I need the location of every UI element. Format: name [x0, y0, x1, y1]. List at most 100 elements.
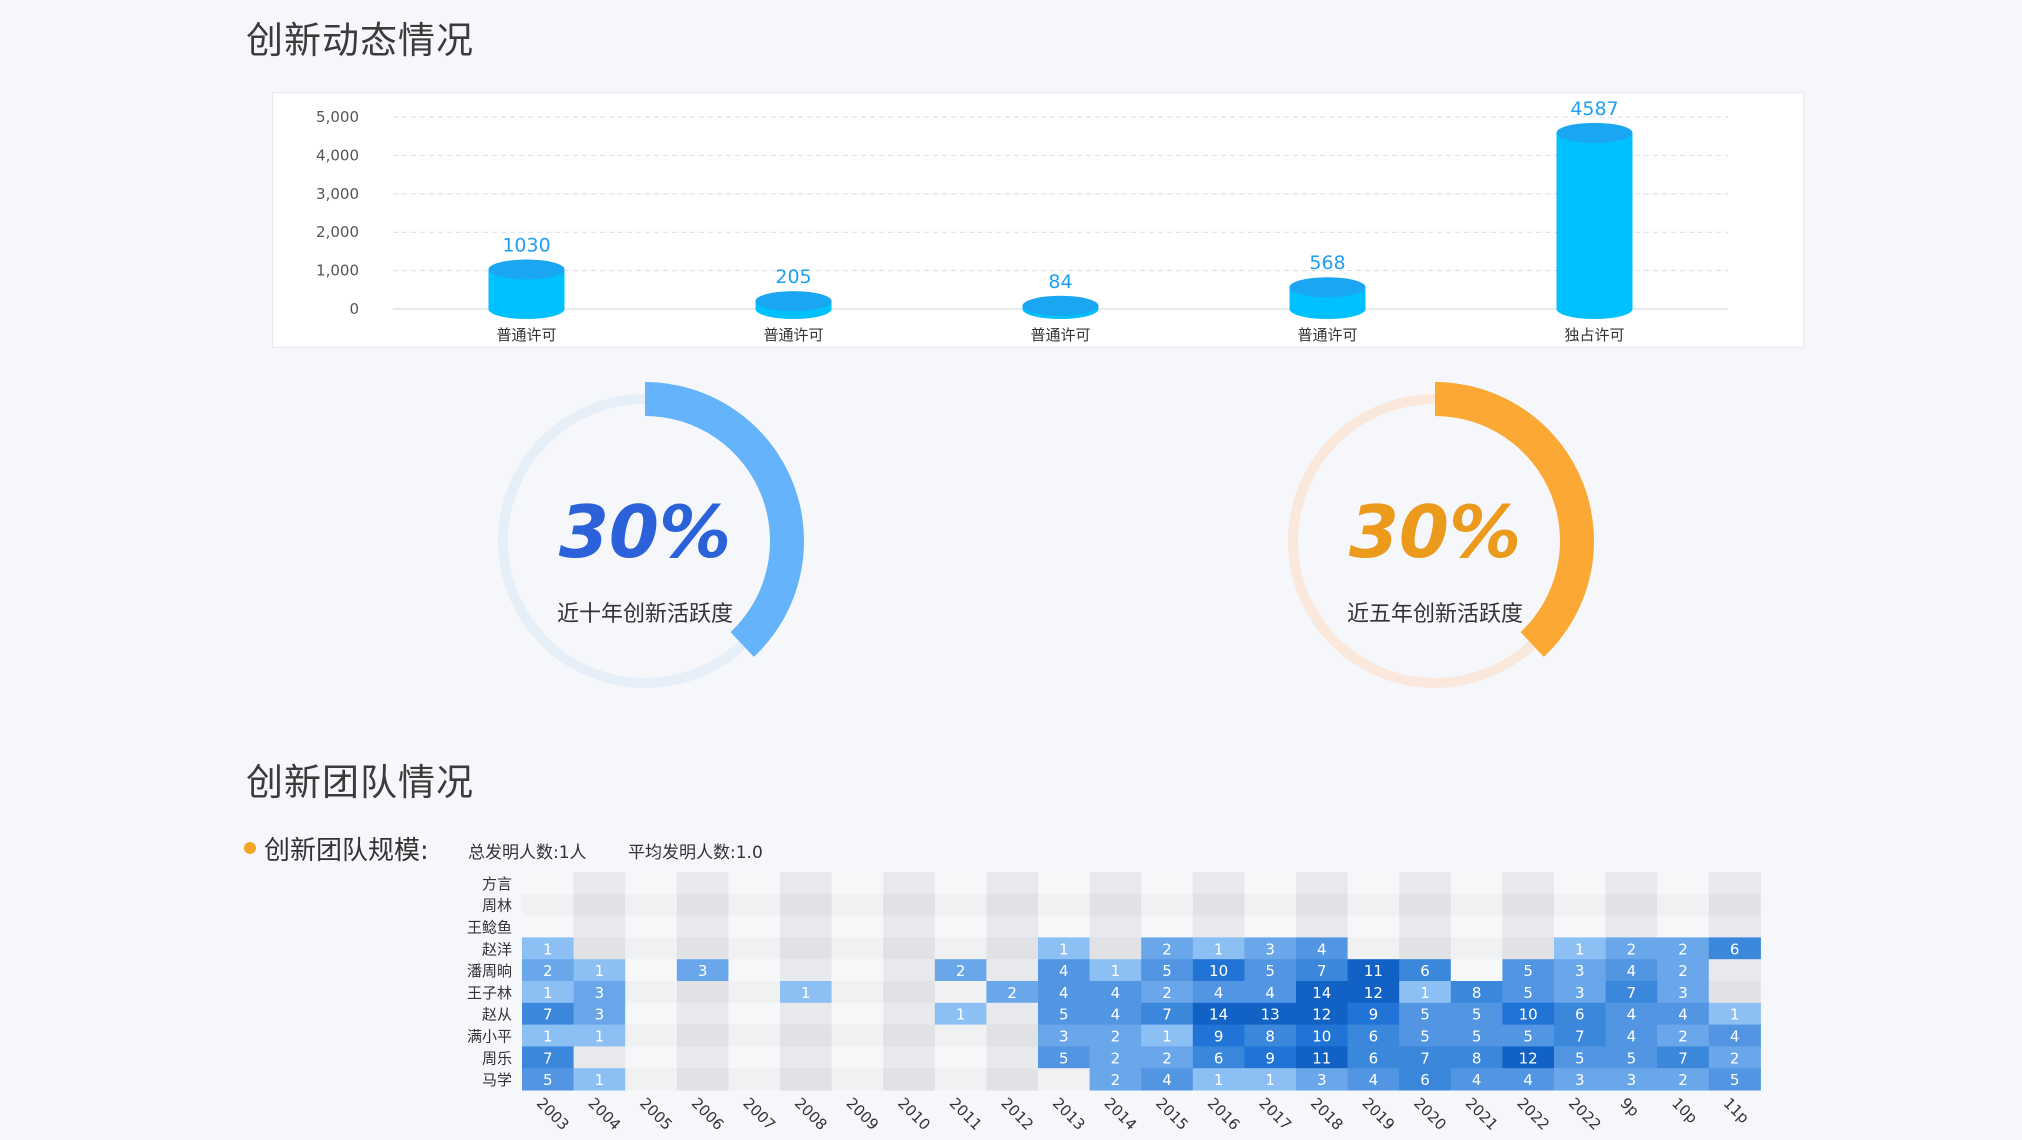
- heatmap-cell: [1038, 915, 1091, 938]
- heatmap-cell: [1296, 1068, 1349, 1091]
- heatmap-cell: [831, 1002, 884, 1026]
- heatmap-cell: [1038, 893, 1091, 917]
- cell-value-label: 7: [1678, 1049, 1688, 1067]
- gauge-ring: [1288, 382, 1594, 688]
- heatmap-cell: [728, 959, 781, 982]
- x-tick-label: 2014: [1101, 1094, 1141, 1134]
- heatmap-cell: [1605, 981, 1658, 1004]
- gauge-label: 近五年创新活跃度: [1346, 602, 1523, 627]
- bar: [488, 259, 565, 319]
- y-tick-label: 0: [349, 300, 359, 318]
- heatmap-cell: [1089, 959, 1142, 982]
- cell-value-label: 4: [1111, 1006, 1121, 1024]
- heatmap-cell: [883, 893, 936, 917]
- heatmap-cell: [1089, 893, 1142, 917]
- heatmap-cell: [1399, 1002, 1452, 1026]
- heatmap-cell: [1244, 959, 1297, 982]
- cell-value-label: 5: [1420, 1028, 1430, 1046]
- gauge-ten-year-activity: 30% 近十年创新活跃度: [484, 380, 806, 702]
- heatmap-cell: [934, 1002, 987, 1026]
- y-tick-label: 周乐: [482, 1049, 512, 1067]
- x-tick-label: 2019: [1359, 1094, 1399, 1134]
- bar: [1022, 295, 1099, 319]
- y-tick-label: 2,000: [316, 223, 359, 241]
- heatmap-cell: [1244, 915, 1297, 938]
- heatmap-cell: [1657, 915, 1710, 938]
- y-tick-label: 1,000: [316, 262, 359, 280]
- heatmap-cell: [883, 1068, 936, 1091]
- heatmap-cell: [1141, 1002, 1194, 1026]
- cell-value-label: 13: [1261, 1006, 1280, 1024]
- heatmap-cell: [1450, 959, 1503, 982]
- heatmap-cell: [934, 872, 987, 895]
- cell-value-label: 5: [1523, 1028, 1533, 1046]
- heatmap-cell: [1296, 893, 1349, 917]
- heatmap-cell: [1450, 1068, 1503, 1091]
- heatmap-cell: [1657, 1002, 1710, 1026]
- cell-value-label: 3: [1627, 1071, 1637, 1089]
- heatmap-cell: [1554, 1002, 1607, 1026]
- cell-value-label: 2: [1162, 1049, 1172, 1067]
- cell-value-label: 5: [1627, 1049, 1637, 1067]
- heatmap-cell: [1399, 981, 1452, 1004]
- bar-top: [1289, 277, 1366, 298]
- heatmap-cell: [1657, 872, 1710, 895]
- heatmap-cell: [573, 1046, 626, 1069]
- bullet-dot-icon: [244, 842, 256, 854]
- cell-value-label: 2: [1162, 984, 1172, 1002]
- cell-value-label: 1: [595, 1071, 605, 1089]
- heatmap-cell: [1708, 937, 1761, 960]
- heatmap-cell: [831, 1024, 884, 1047]
- heatmap-cell: [1141, 872, 1194, 895]
- heatmap-cell: [573, 893, 626, 917]
- heatmap-cell: [1192, 1068, 1245, 1091]
- heatmap-cell: [728, 1046, 781, 1069]
- heatmap-cell: [728, 1024, 781, 1047]
- cell-value-label: 4: [1317, 940, 1327, 958]
- cell-value-label: 5: [1059, 1006, 1069, 1024]
- heatmap-cell: [1192, 981, 1245, 1004]
- heatmap-cell: [1038, 937, 1091, 960]
- cell-value-label: 9: [1214, 1028, 1224, 1046]
- heatmap-cell: [676, 872, 729, 895]
- cell-value-label: 4: [1214, 984, 1224, 1002]
- y-tick-label: 马学: [482, 1071, 512, 1089]
- heatmap-cell: [1244, 1046, 1297, 1069]
- heatmap-cell: [728, 1002, 781, 1026]
- heatmap-cell: [625, 1068, 678, 1091]
- heatmap-cell: [1502, 915, 1555, 938]
- heatmap-cell: [1502, 1068, 1555, 1091]
- x-tick-label: 2020: [1410, 1094, 1450, 1134]
- heatmap-cell: [986, 893, 1039, 917]
- cell-value-label: 4: [1059, 962, 1069, 980]
- heatmap-cell: [1708, 1002, 1761, 1026]
- bar-top: [488, 259, 565, 280]
- heatmap-cell: [883, 959, 936, 982]
- cell-value-label: 2: [1678, 1071, 1688, 1089]
- heatmap-cell: [1192, 959, 1245, 982]
- cell-value-label: 1: [1420, 984, 1430, 1002]
- cell-value-label: 1: [1111, 962, 1121, 980]
- cell-value-label: 5: [543, 1071, 553, 1089]
- cell-value-label: 8: [1472, 984, 1482, 1002]
- heatmap-cell: [1347, 893, 1400, 917]
- heatmap-cell: [1450, 1002, 1503, 1026]
- x-tick-label: 2009: [843, 1094, 883, 1134]
- x-tick-label: 2012: [997, 1094, 1037, 1134]
- heatmap-cell: [1296, 981, 1349, 1004]
- cell-value-label: 1: [595, 1028, 605, 1046]
- x-tick-label: 2004: [585, 1094, 625, 1134]
- heatmap-cell: [1347, 1068, 1400, 1091]
- heatmap-cell: [1605, 915, 1658, 938]
- x-tick-label: 10p: [1668, 1094, 1701, 1127]
- y-tick-label: 赵洋: [482, 940, 512, 958]
- heatmap-cell: [883, 1002, 936, 1026]
- heatmap-cell: [1554, 872, 1607, 895]
- heatmap-cell: [934, 981, 987, 1004]
- bar-chart-svg: 0 1,000 2,000 3,000 4,000 5,000 1030 普通许可 205 普通许…: [316, 98, 1728, 344]
- heatmap-cell: [1605, 959, 1658, 982]
- heatmap-cell: [1038, 959, 1091, 982]
- heatmap-cell: [883, 1024, 936, 1047]
- heatmap-cell: [1502, 872, 1555, 895]
